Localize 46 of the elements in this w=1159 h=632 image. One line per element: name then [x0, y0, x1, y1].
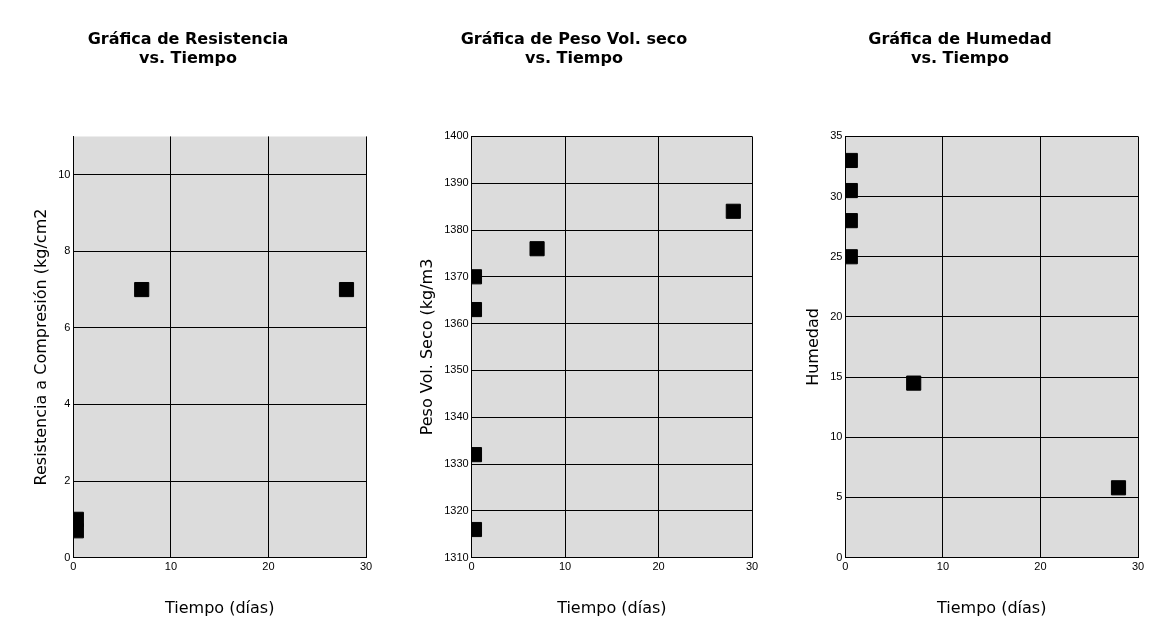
y-tick-label: 20: [830, 309, 843, 322]
y-tick-label: 1360: [444, 316, 469, 329]
x-tick-label: 30: [745, 560, 759, 573]
chart-title: Gráfica de Resistencia vs. Tiempo: [87, 28, 289, 67]
point: [845, 213, 858, 229]
x-tick-label: 10: [164, 560, 178, 573]
y-tick-label: 1310: [444, 550, 469, 563]
x-axis-title: Tiempo (días): [556, 597, 667, 617]
x-tick-label: 10: [558, 560, 572, 573]
y-tick-label: 15: [830, 370, 843, 383]
x-tick-label: 20: [262, 560, 275, 573]
x-tick-label: 30: [359, 560, 373, 573]
point: [845, 249, 858, 265]
y-axis-title: Peso Vol. Seco (kg/m3: [416, 258, 436, 436]
y-tick-label: 30: [830, 189, 843, 202]
y-tick-label: 8: [64, 244, 71, 257]
y-tick-label: 1320: [444, 503, 469, 516]
y-axis-title: Humedad: [802, 308, 822, 386]
y-tick-label: 1390: [444, 176, 469, 189]
point: [845, 152, 858, 169]
y-axis-title: Resistencia a Compresión (kg/cm2: [30, 208, 50, 486]
y-tick-label: 1340: [444, 410, 469, 423]
y-tick-label: 0: [836, 550, 843, 563]
x-tick-label: 20: [1034, 560, 1047, 573]
y-tick-label: 35: [830, 129, 843, 142]
y-tick-label: 1380: [444, 223, 469, 236]
chart-title: Gráfica de Peso Vol. seco vs. Tiempo: [460, 28, 688, 67]
y-tick-label: 5: [836, 490, 843, 503]
y-tick-label: 6: [64, 320, 71, 333]
point: [845, 182, 858, 199]
y-tick-label: 1350: [444, 363, 469, 376]
y-tick-label: 1330: [444, 457, 469, 470]
y-tick-label: 10: [830, 430, 843, 443]
x-tick-label: 20: [652, 560, 665, 573]
chart-title: Gráfica de Humedad vs. Tiempo: [868, 28, 1052, 67]
x-tick-label: 10: [936, 560, 950, 573]
y-tick-label: 1370: [444, 269, 469, 282]
y-tick-label: 4: [64, 397, 71, 410]
y-tick-label: 2: [64, 474, 71, 487]
y-tick-label: 0: [64, 550, 71, 563]
x-axis-title: Tiempo (días): [936, 597, 1047, 617]
y-tick-label: 25: [830, 249, 843, 262]
y-tick-label: 10: [58, 167, 71, 180]
x-tick-label: 30: [1131, 560, 1145, 573]
y-tick-label: 1400: [444, 129, 469, 142]
x-axis-title: Tiempo (días): [164, 597, 275, 617]
